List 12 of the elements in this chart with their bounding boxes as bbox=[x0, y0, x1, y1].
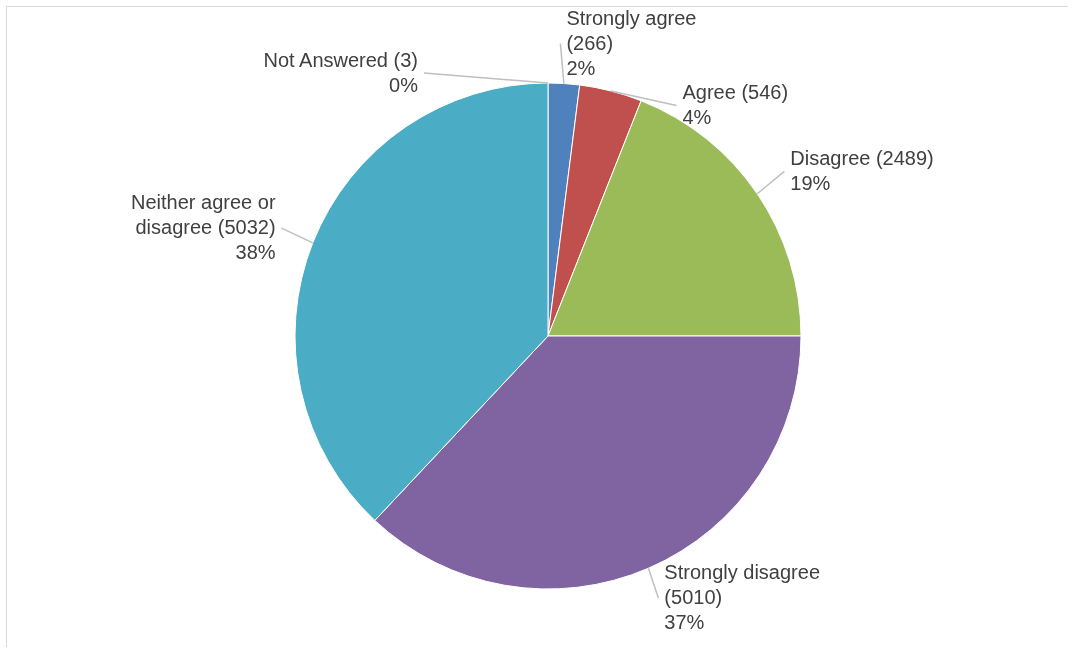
slice-label: Agree (546) bbox=[682, 81, 789, 104]
text: 0% bbox=[389, 73, 418, 96]
slice-label: Strongly disagree (5010) bbox=[664, 561, 821, 608]
data-label: 38% bbox=[235, 241, 276, 264]
data-label: 4% bbox=[682, 106, 712, 129]
data-label: 2% bbox=[566, 56, 596, 79]
slice-label: Neither agree or disagree (5032) bbox=[131, 191, 276, 239]
category-label: Not Answered (3) bbox=[263, 48, 418, 71]
data-label: 37% bbox=[664, 611, 705, 633]
data-label: 19% bbox=[790, 171, 831, 194]
slice-label: Strongly agree (266) bbox=[566, 6, 697, 54]
slice-label: Disagree (2489) bbox=[790, 146, 934, 169]
